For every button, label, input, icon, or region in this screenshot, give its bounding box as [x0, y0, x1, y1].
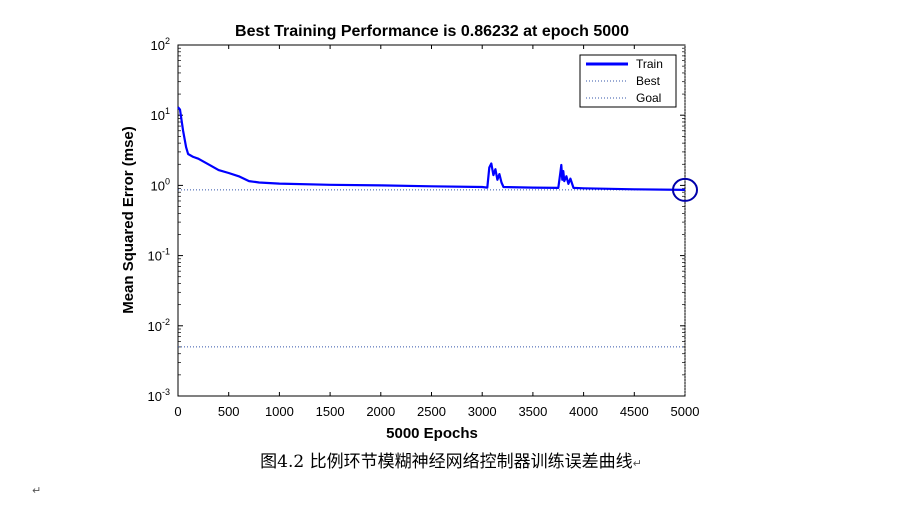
x-tick-label: 5000: [671, 404, 700, 419]
x-tick-label: 3500: [518, 404, 547, 419]
legend-goal-label: Goal: [636, 91, 661, 105]
x-tick-label: 4000: [569, 404, 598, 419]
chart-title: Best Training Performance is 0.86232 at …: [235, 23, 629, 40]
legend-best-label: Best: [636, 74, 661, 88]
best-point-marker: [672, 177, 698, 202]
legend: Train Best Goal: [579, 54, 677, 108]
y-axis-label: Mean Squared Error (mse): [120, 126, 137, 314]
x-tick-label: 2000: [366, 404, 395, 419]
x-tick-label: 4500: [620, 404, 649, 419]
figure-caption-text: 图4.2 比例环节模糊神经网络控制器训练误差曲线: [260, 452, 633, 472]
y-tick-label: 102: [151, 36, 170, 53]
y-tick-label: 101: [151, 106, 170, 123]
ticks: 0 500 1000 1500 2000 2500 3000 3500 4000 4500 5000…: [148, 36, 700, 419]
legend-train-label: Train: [636, 57, 663, 71]
x-tick-label: 1000: [265, 404, 294, 419]
paragraph-mark: ↵: [32, 484, 42, 497]
chart: Best Training Performance is 0.86232 at …: [120, 23, 700, 442]
y-tick-label: 10-3: [148, 387, 170, 404]
x-tick-label: 3000: [468, 404, 497, 419]
y-tick-label: 10-2: [148, 317, 170, 334]
caption-return-mark: ↵: [632, 457, 642, 470]
x-tick-label: 0: [174, 404, 181, 419]
y-tick-label: 10-1: [148, 247, 170, 264]
x-axis-label: 5000 Epochs: [386, 425, 478, 442]
x-tick-label: 500: [218, 404, 240, 419]
x-tick-label: 2500: [417, 404, 446, 419]
x-tick-label: 1500: [316, 404, 345, 419]
y-tick-label: 100: [151, 176, 170, 193]
series-train-line: [177, 106, 686, 191]
series-lines: [177, 45, 698, 396]
figure-caption: 图4.2 比例环节模糊神经网络控制器训练误差曲线↵: [0, 447, 902, 472]
